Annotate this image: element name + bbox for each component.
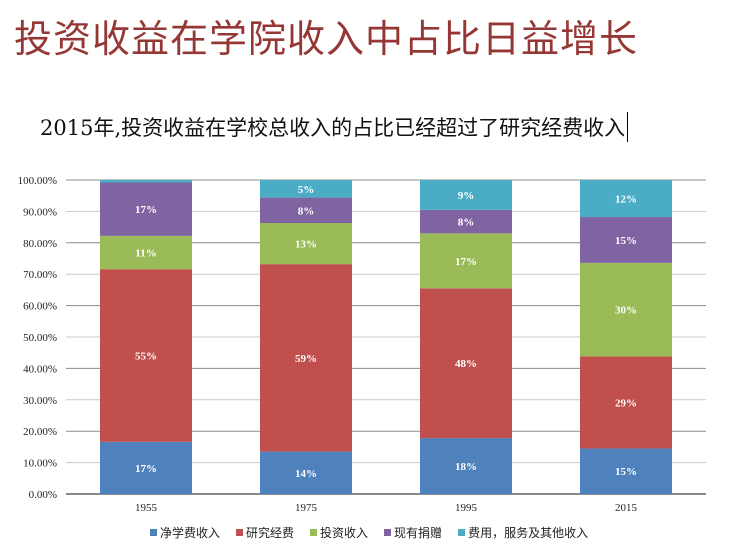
data-label: 30% [615, 305, 637, 317]
data-label: 8% [458, 217, 475, 229]
data-label: 55% [135, 351, 157, 363]
bar-segment [100, 182, 192, 236]
legend-swatch [150, 529, 157, 536]
bar-segment [260, 197, 352, 224]
slide-subtitle: 2015年,投资收益在学校总收入的占比已经超过了研究经费收入 [40, 112, 629, 142]
bar-segment [260, 180, 352, 198]
bar-segment [420, 438, 512, 494]
data-label: 9% [458, 190, 475, 202]
data-label: 8% [298, 205, 315, 217]
data-label: 18% [455, 461, 477, 473]
data-label: 15% [615, 235, 637, 247]
bar-segment [100, 180, 192, 183]
legend-swatch [236, 529, 244, 536]
legend-item: 投资收入 [310, 524, 368, 541]
legend-item: 费用，服务及其他收入 [458, 524, 588, 541]
y-tick-label: 30.00% [23, 395, 57, 407]
legend-swatch [310, 529, 318, 536]
legend-label: 净学费收入 [160, 526, 221, 540]
bar-segment [100, 235, 192, 270]
y-tick-label: 70.00% [23, 269, 57, 281]
y-tick-label: 100.00% [18, 175, 57, 187]
data-label: 48% [455, 358, 477, 370]
bar-segment [580, 448, 672, 494]
y-tick-label: 60.00% [23, 301, 57, 313]
data-label: 11% [135, 248, 156, 260]
data-label: 5% [298, 184, 315, 196]
data-label: 17% [135, 463, 157, 475]
legend-label: 研究经费 [246, 526, 295, 540]
bar-segment [580, 356, 672, 449]
y-tick-label: 0.00% [29, 489, 57, 501]
bar-segment [260, 223, 352, 265]
data-label: 13% [295, 239, 317, 251]
chart-legend: 净学费收入 研究经费 投资收入 现有捐赠 费用，服务及其他收入 [150, 524, 588, 541]
bar-segment [100, 269, 192, 442]
bar-segment [260, 451, 352, 494]
bar-segment [100, 441, 192, 494]
legend-label: 费用，服务及其他收入 [468, 526, 589, 540]
bar-segment [580, 180, 672, 218]
data-label: 17% [135, 204, 157, 216]
legend-label: 现有捐赠 [394, 526, 443, 540]
bar-segment [420, 209, 512, 234]
bar-segment [260, 264, 352, 452]
bar-segment [420, 233, 512, 289]
bar-segment [420, 180, 512, 210]
data-label: 59% [295, 353, 317, 365]
x-tick-label: 1995 [455, 502, 478, 514]
y-tick-label: 20.00% [23, 426, 57, 438]
data-label: 15% [615, 466, 637, 478]
y-tick-label: 50.00% [23, 332, 57, 344]
legend-swatch [458, 529, 466, 536]
y-tick-label: 90.00% [23, 206, 57, 218]
y-tick-label: 80.00% [23, 238, 57, 250]
data-label: 29% [615, 397, 637, 409]
x-tick-label: 1955 [135, 502, 158, 514]
legend-swatch [384, 529, 392, 536]
legend-item: 现有捐赠 [384, 524, 442, 541]
legend-item: 净学费收入 [150, 524, 220, 541]
legend-label: 投资收入 [320, 526, 369, 540]
data-label: 17% [455, 256, 477, 268]
bar-segment [580, 217, 672, 263]
bar-segment [580, 262, 672, 357]
y-tick-label: 10.00% [23, 458, 57, 470]
data-label: 12% [615, 194, 637, 206]
legend-item: 研究经费 [236, 524, 294, 541]
y-tick-label: 40.00% [23, 363, 57, 375]
data-label: 14% [295, 468, 317, 480]
x-tick-label: 1975 [295, 502, 318, 514]
x-tick-label: 2015 [615, 502, 638, 514]
slide-title: 投资收益在学院收入中占比日益增长 [14, 17, 639, 61]
bar-segment [420, 288, 512, 439]
